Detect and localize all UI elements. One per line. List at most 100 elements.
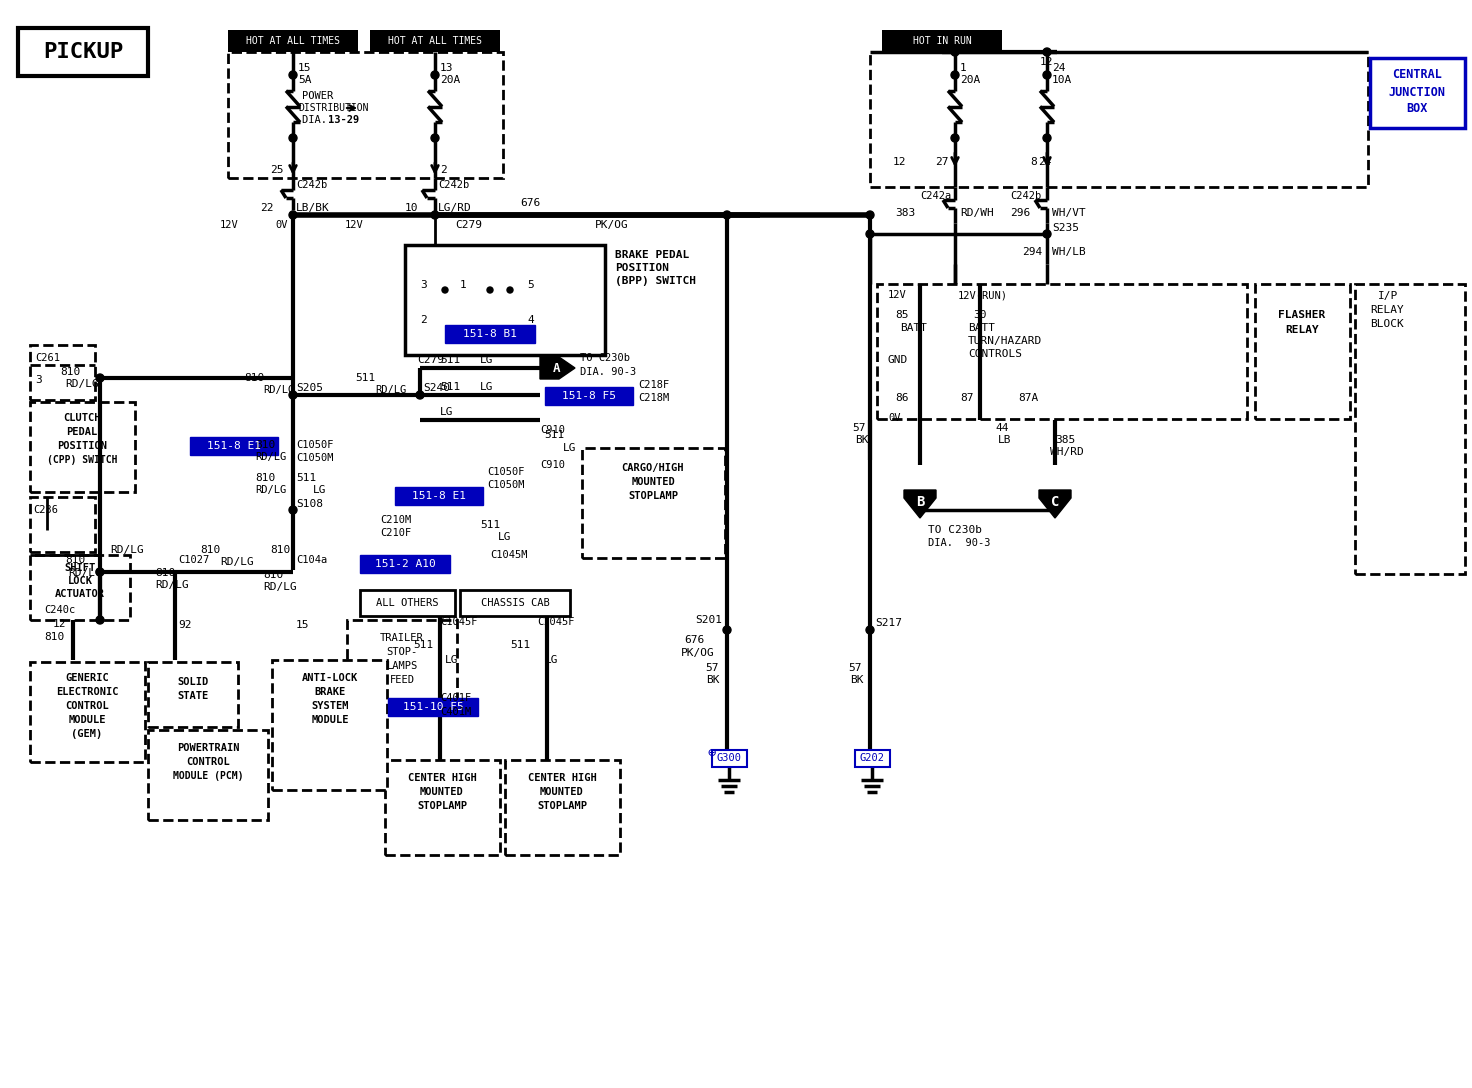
Text: 92: 92 [178,620,191,630]
Circle shape [431,134,439,143]
Text: 24: 24 [1052,63,1066,73]
Text: 511: 511 [545,430,564,440]
Text: G300: G300 [717,753,742,763]
Text: 1: 1 [459,280,467,290]
Text: LG: LG [480,382,493,392]
Text: RELAY: RELAY [1285,325,1319,335]
Text: RD/LG: RD/LG [263,582,297,592]
FancyArrow shape [904,490,936,518]
Bar [1370,58,1465,128]
Text: 13: 13 [440,63,453,73]
Text: 87: 87 [960,393,973,403]
Text: LG: LG [314,485,327,495]
Text: POSITION: POSITION [57,441,107,452]
Text: WH/VT: WH/VT [1052,208,1086,218]
Bar [29,662,146,762]
Text: STOP-: STOP- [386,647,418,657]
Text: ⊕: ⊕ [708,746,717,761]
Bar [228,30,358,52]
Circle shape [866,230,874,238]
Text: C401M: C401M [440,707,471,717]
Text: 22: 22 [261,203,274,213]
Text: FEED: FEED [390,675,415,685]
Text: LG: LG [562,443,577,453]
Text: 25: 25 [269,165,284,175]
Text: PK/OG: PK/OG [595,220,629,230]
Text: TO C230b: TO C230b [927,526,982,535]
Text: S205: S205 [296,383,322,393]
Text: CENTER HIGH: CENTER HIGH [527,772,596,783]
Text: C218M: C218M [637,393,670,403]
Text: PICKUP: PICKUP [43,42,124,62]
Text: B: B [916,495,924,509]
Text: FLASHER: FLASHER [1278,310,1326,320]
Text: LG: LG [545,655,558,665]
Text: 511: 511 [355,373,375,383]
Text: 5: 5 [527,280,534,290]
Bar [1356,284,1465,574]
Text: MOUNTED: MOUNTED [420,787,464,798]
Text: 24: 24 [1038,157,1051,166]
Circle shape [951,48,958,55]
Text: (GEM): (GEM) [71,729,103,739]
Text: C242b: C242b [1010,191,1041,201]
Text: PEDAL: PEDAL [66,426,97,437]
Text: POSITION: POSITION [615,263,668,273]
Bar [361,590,455,616]
Text: C240c: C240c [44,605,75,615]
Text: SOLID: SOLID [177,677,209,687]
Text: 86: 86 [895,393,908,403]
Bar [545,387,633,405]
Circle shape [1044,48,1051,55]
Text: 511: 511 [480,520,500,530]
Text: HOT AT ALL TIMES: HOT AT ALL TIMES [389,36,481,46]
Circle shape [96,568,105,576]
Text: C236: C236 [32,505,57,515]
Text: 296: 296 [1010,208,1030,218]
Text: 151-8 E1: 151-8 E1 [412,491,467,500]
Bar [877,284,1247,419]
Text: RD/LG: RD/LG [263,385,294,395]
Text: 0V: 0V [888,413,901,423]
Text: STOPLAMP: STOPLAMP [537,801,587,811]
Text: RD/LG: RD/LG [255,452,286,462]
Circle shape [866,626,874,634]
Text: JUNCTION: JUNCTION [1388,86,1446,99]
Text: 151-8 E1: 151-8 E1 [208,441,261,452]
Text: DIA.: DIA. [302,115,340,125]
Bar [855,750,891,767]
Text: C: C [1051,495,1060,509]
Text: 57: 57 [848,663,861,673]
Text: ANTI-LOCK: ANTI-LOCK [302,673,358,683]
Text: CENTRAL: CENTRAL [1393,69,1443,82]
Text: I/P: I/P [1378,290,1398,301]
Text: RD/LG: RD/LG [68,568,102,578]
Text: RD/LG: RD/LG [155,580,188,590]
Circle shape [431,71,439,79]
Text: C242b: C242b [296,180,327,190]
Text: C1050M: C1050M [296,453,334,463]
Circle shape [1044,71,1051,79]
Text: MOUNTED: MOUNTED [631,477,674,487]
Circle shape [431,211,439,219]
Text: BATT: BATT [969,323,995,333]
Text: 511: 511 [296,473,316,483]
Text: 2: 2 [440,165,446,175]
Text: G202: G202 [860,753,885,763]
Text: CHASSIS CAB: CHASSIS CAB [481,598,549,608]
Text: 87A: 87A [1019,393,1038,403]
Text: (CPP) SWITCH: (CPP) SWITCH [47,455,118,465]
Text: MODULE: MODULE [68,715,106,725]
Bar [190,437,278,455]
Text: 511: 511 [440,355,461,364]
Text: C401F: C401F [440,693,471,703]
Text: C1045F: C1045F [440,617,477,627]
Text: RD/LG: RD/LG [65,379,99,390]
Text: S201: S201 [695,615,721,625]
Text: 810: 810 [244,373,265,383]
Circle shape [289,211,297,219]
Text: POWER: POWER [302,91,333,101]
Text: LG/RD: LG/RD [439,203,471,213]
Text: C1027: C1027 [178,555,209,565]
Text: C1050F: C1050F [296,440,334,450]
